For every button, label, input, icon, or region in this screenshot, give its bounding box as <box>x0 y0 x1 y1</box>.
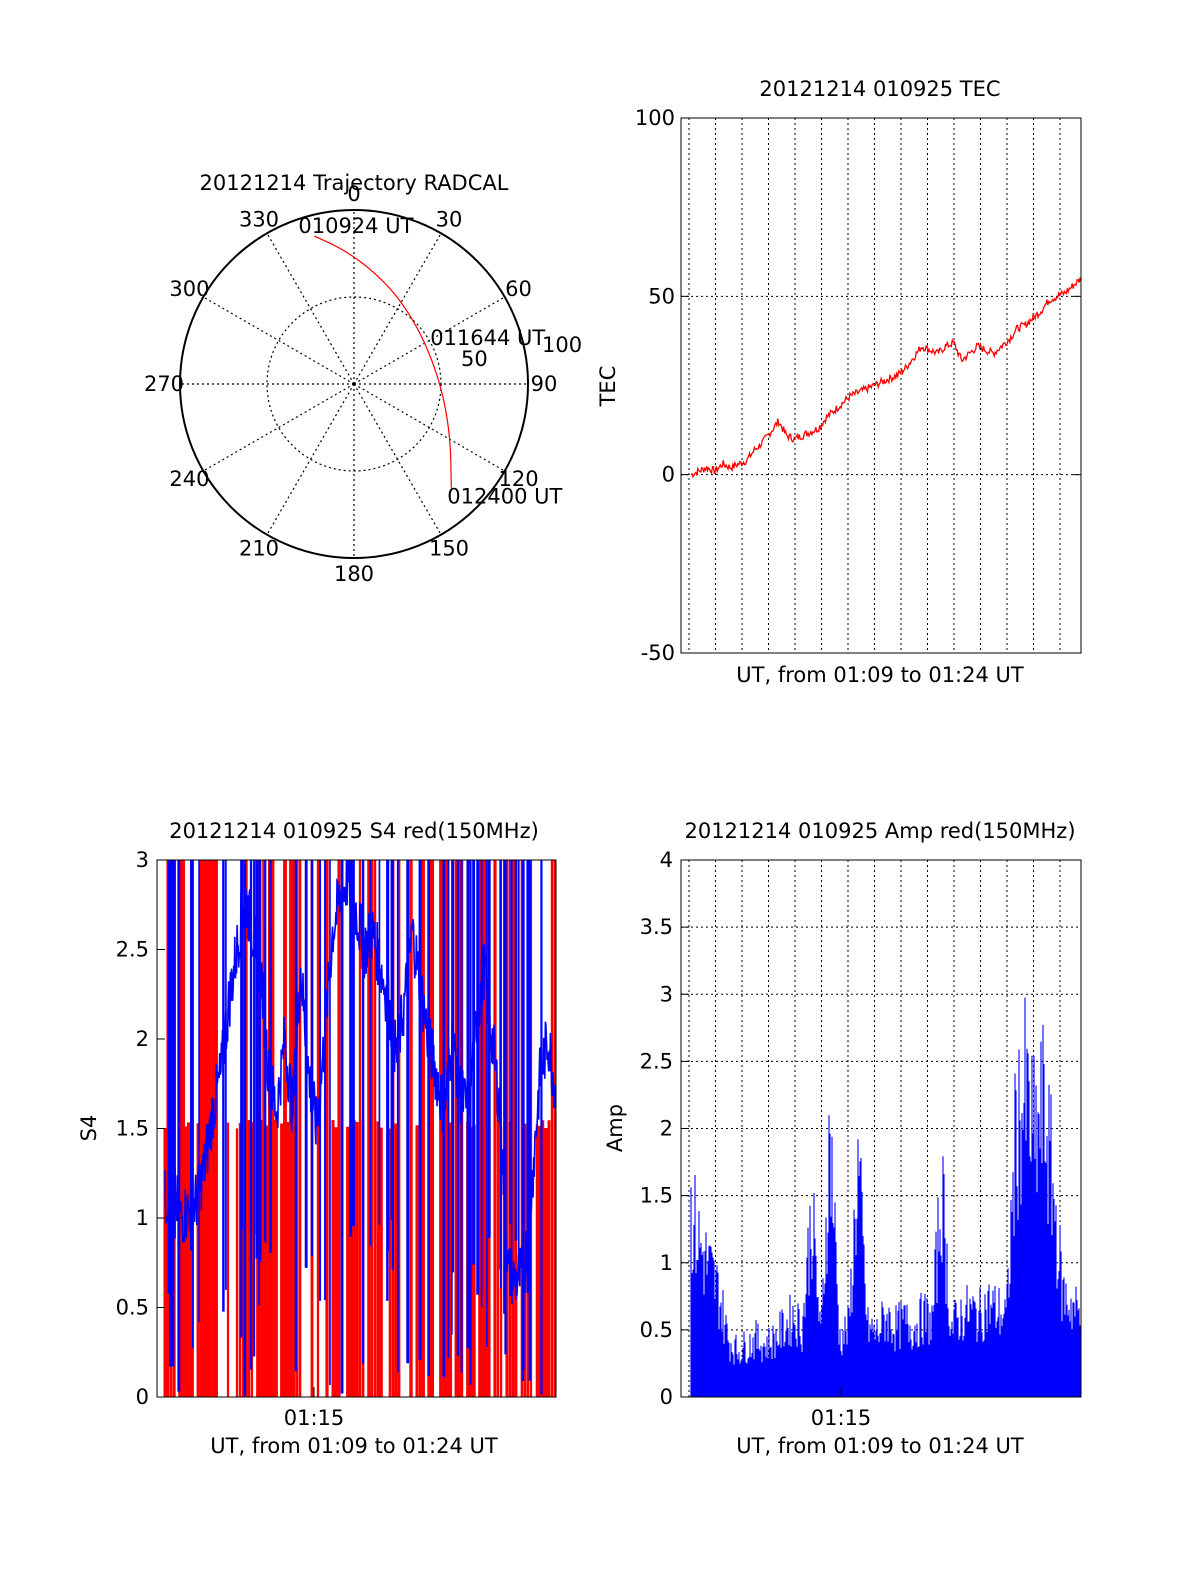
azimuth-label-150: 150 <box>429 537 469 561</box>
tec-title: 20121214 010925 TEC <box>759 77 1000 101</box>
polar-spoke <box>203 383 355 472</box>
azimuth-label-180: 180 <box>334 562 374 586</box>
amp-ylabel: Amp <box>603 1104 627 1152</box>
azimuth-label-330: 330 <box>239 207 279 231</box>
s4-y-tick-labels: 0 0.5 1 1.5 2 2.5 3 <box>116 848 315 1409</box>
amp-x-tick-label: 01:15 <box>811 1406 872 1430</box>
amp-grid <box>681 860 1081 1397</box>
azimuth-label-240: 240 <box>169 467 209 491</box>
amp-ytick-label: 2 <box>660 1117 673 1141</box>
tec-xlabel: UT, from 01:09 to 01:24 UT <box>736 663 1024 687</box>
s4-ytick-label: 2.5 <box>116 938 149 962</box>
trajectory-label-mid: 011644 UT <box>430 326 545 350</box>
amp-ytick-label: 2.5 <box>640 1049 673 1073</box>
trajectory-panel: 20121214 Trajectory RADCAL 0 30 60 90 120 150… <box>144 171 582 586</box>
s4-ytick-label: 1.5 <box>116 1117 149 1141</box>
amp-xlabel: UT, from 01:09 to 01:24 UT <box>736 1434 1024 1458</box>
tec-panel: 20121214 010925 TEC -50 0 50 100 TEC UT, fr… <box>596 77 1082 687</box>
tec-y-tick-labels: -50 0 50 100 <box>635 106 1081 665</box>
trajectory-label-start: 010924 UT <box>298 214 413 238</box>
radius-label-100: 100 <box>542 333 582 357</box>
s4-xlabel: UT, from 01:09 to 01:24 UT <box>210 1434 498 1458</box>
polar-outer-ring <box>179 209 529 559</box>
amp-ytick-label: 3 <box>660 982 673 1006</box>
trajectory-time-labels: 010924 UT 011644 UT 012400 UT <box>298 214 562 508</box>
radius-labels: 50 100 <box>461 333 582 371</box>
s4-ylabel: S4 <box>77 1115 101 1142</box>
s4-ytick-label: 0 <box>136 1385 149 1409</box>
tec-ytick-label: 100 <box>635 106 675 130</box>
s4-ytick-label: 2 <box>136 1027 149 1051</box>
amp-title: 20121214 010925 Amp red(150MHz) <box>684 819 1075 843</box>
polar-spoke <box>266 383 355 535</box>
tec-ytick-label: -50 <box>641 641 675 665</box>
azimuth-label-0: 0 <box>347 182 360 206</box>
azimuth-label-30: 30 <box>436 207 463 231</box>
trajectory-title: 20121214 Trajectory RADCAL <box>200 171 509 195</box>
amp-ytick-label: 4 <box>660 848 673 872</box>
polar-spoke <box>353 383 442 535</box>
tec-grid <box>681 118 1081 653</box>
amp-ytick-label: 1 <box>660 1251 673 1275</box>
s4-ytick-label: 0.5 <box>116 1296 149 1320</box>
polar-spoke <box>353 296 505 385</box>
polar-spoke <box>353 383 505 472</box>
amp-ytick-label: 0.5 <box>640 1318 673 1342</box>
s4-x-tick-label: 01:15 <box>284 1406 345 1430</box>
tec-plot-frame <box>680 117 1082 654</box>
radius-label-50: 50 <box>461 347 488 371</box>
amp-ytick-label: 3.5 <box>640 915 673 939</box>
trajectory-line <box>314 235 452 489</box>
tec-series-line <box>690 277 1082 479</box>
azimuth-label-210: 210 <box>239 537 279 561</box>
amp-panel: 20121214 010925 Amp red(150MHz) 0 0.5 1 1.5… <box>603 819 1082 1458</box>
amp-y-tick-labels: 0 0.5 1 1.5 2 2.5 3 3.5 4 <box>640 848 842 1409</box>
azimuth-label-90: 90 <box>531 372 558 396</box>
polar-spoke <box>266 233 355 385</box>
azimuth-labels: 0 30 60 90 120 150 180 210 240 270 300 330 <box>144 182 557 586</box>
s4-panel: 20121214 010925 S4 red(150MHz) 0 0.5 1 1.5 2… <box>77 819 557 1458</box>
s4-ytick-label: 3 <box>136 848 149 872</box>
s4-title: 20121214 010925 S4 red(150MHz) <box>169 819 539 843</box>
azimuth-label-120: 120 <box>498 467 538 491</box>
amp-ytick-label: 0 <box>660 1385 673 1409</box>
tec-ylabel: TEC <box>596 366 620 408</box>
polar-spoke <box>353 233 442 385</box>
amp-ytick-label: 1.5 <box>640 1184 673 1208</box>
azimuth-label-270: 270 <box>144 372 184 396</box>
s4-ytick-label: 1 <box>136 1206 149 1230</box>
amp-bars <box>690 997 1081 1397</box>
trajectory-label-end: 012400 UT <box>447 484 562 508</box>
tec-ytick-label: 50 <box>648 284 675 308</box>
azimuth-label-300: 300 <box>169 277 209 301</box>
s4-series-line <box>164 860 556 1305</box>
polar-spoke <box>203 296 355 385</box>
azimuth-label-60: 60 <box>505 277 532 301</box>
tec-ytick-label: 0 <box>662 463 675 487</box>
polar-grid <box>180 210 528 558</box>
